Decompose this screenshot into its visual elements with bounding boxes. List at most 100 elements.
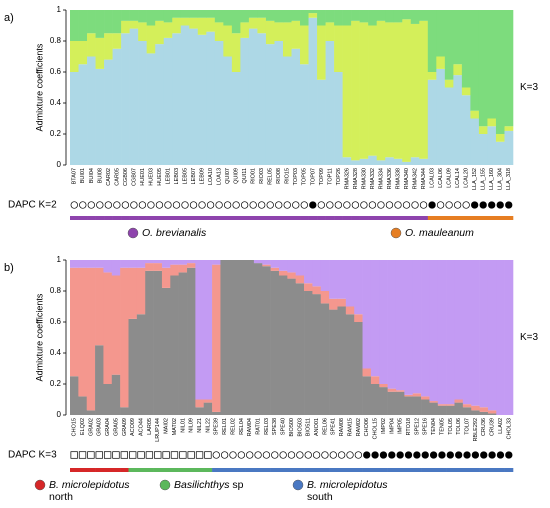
bar-segment bbox=[359, 22, 369, 159]
y-tick-label: 0 bbox=[57, 160, 62, 169]
group-bar bbox=[257, 216, 267, 220]
x-tick-label: IMP02 bbox=[381, 418, 387, 434]
bar-segment bbox=[410, 23, 420, 158]
group-bar bbox=[419, 216, 429, 220]
bar-segment bbox=[178, 260, 188, 265]
bar-segment bbox=[70, 267, 79, 377]
bar-segment bbox=[412, 393, 422, 397]
x-tick-label: GRA04 bbox=[105, 418, 111, 436]
bar-segment bbox=[329, 309, 338, 415]
group-bar bbox=[320, 468, 330, 472]
bar-segment bbox=[128, 318, 138, 415]
x-tick-label: RTO18 bbox=[406, 418, 412, 436]
bar-segment bbox=[153, 270, 163, 415]
bar-segment bbox=[471, 410, 480, 415]
dapc-symbol bbox=[471, 451, 480, 459]
dapc-symbol bbox=[368, 201, 377, 209]
dapc-symbol bbox=[172, 201, 181, 209]
bar-segment bbox=[437, 260, 447, 405]
bar-segment bbox=[212, 260, 221, 265]
bar-segment bbox=[504, 10, 514, 127]
dapc-symbol bbox=[232, 201, 240, 209]
bar-segment bbox=[393, 22, 403, 159]
group-bar bbox=[437, 468, 447, 472]
dapc-symbol bbox=[212, 451, 220, 459]
bar-segment bbox=[320, 260, 330, 291]
x-tick-label: ANO01 bbox=[314, 418, 320, 436]
dapc-symbol bbox=[179, 451, 187, 459]
dapc-symbol bbox=[338, 451, 346, 459]
dapc-symbol bbox=[413, 451, 421, 459]
bar-segment bbox=[312, 286, 322, 295]
bar-segment bbox=[87, 10, 96, 34]
bar-segment bbox=[354, 322, 363, 415]
x-tick-label: LLA_304 bbox=[498, 168, 504, 190]
group-bar bbox=[220, 468, 230, 472]
bar-segment bbox=[214, 10, 224, 23]
y-axis-label: Admixture coefficients bbox=[34, 43, 44, 131]
x-tick-label: QUI09 bbox=[234, 168, 240, 184]
x-tick-label: RMA344 bbox=[421, 168, 427, 189]
x-tick-label: TOP26 bbox=[336, 168, 342, 185]
group-bar bbox=[129, 216, 139, 220]
bar-segment bbox=[111, 260, 121, 276]
group-bar bbox=[223, 216, 233, 220]
bar-segment bbox=[351, 20, 360, 161]
group-bar bbox=[412, 468, 422, 472]
x-tick-label: LLA_318 bbox=[506, 168, 512, 190]
dapc-symbol bbox=[446, 451, 454, 459]
bar-segment bbox=[153, 263, 163, 271]
bar-segment bbox=[103, 272, 113, 384]
group-bar bbox=[214, 216, 224, 220]
bar-segment bbox=[334, 72, 343, 165]
dapc-symbol bbox=[317, 201, 325, 209]
bar-segment bbox=[129, 10, 139, 21]
bar-segment bbox=[231, 10, 241, 34]
bar-segment bbox=[170, 260, 179, 265]
bar-segment bbox=[223, 25, 233, 57]
dapc-symbol bbox=[87, 201, 95, 209]
x-tick-label: RMA340 bbox=[404, 168, 410, 189]
bar-segment bbox=[412, 260, 422, 394]
bar-segment bbox=[138, 10, 147, 23]
x-tick-label: LLA_155 bbox=[481, 168, 487, 190]
dapc-symbol bbox=[283, 201, 291, 209]
bar-segment bbox=[304, 291, 313, 415]
x-tick-label: RAM08 bbox=[339, 418, 345, 436]
bar-segment bbox=[203, 399, 213, 403]
group-bar bbox=[203, 468, 213, 472]
dapc-symbol bbox=[404, 451, 413, 459]
bar-segment bbox=[262, 264, 271, 267]
dapc-symbol bbox=[220, 451, 229, 459]
x-tick-label: RAM04 bbox=[247, 418, 253, 436]
group-bar bbox=[146, 216, 156, 220]
bar-segment bbox=[206, 17, 216, 32]
group-bar bbox=[454, 468, 464, 472]
bar-segment bbox=[195, 260, 205, 400]
x-tick-label: TEN05 bbox=[439, 418, 445, 435]
bar-segment bbox=[320, 291, 330, 304]
x-tick-label: CRU36 bbox=[481, 418, 487, 436]
dapc-symbol bbox=[453, 201, 462, 209]
group-bar bbox=[128, 468, 138, 472]
dapc-symbol bbox=[195, 451, 204, 459]
bar-segment bbox=[295, 275, 305, 284]
x-tick-label: RIO01 bbox=[251, 168, 257, 184]
bar-segment bbox=[189, 28, 199, 165]
x-tick-label: RAM02 bbox=[356, 418, 362, 436]
bar-segment bbox=[453, 10, 463, 65]
bar-segment bbox=[155, 44, 165, 165]
bar-segment bbox=[337, 298, 347, 307]
bar-segment bbox=[376, 20, 386, 161]
bar-segment bbox=[404, 394, 413, 397]
group-bar bbox=[410, 216, 420, 220]
x-tick-label: RMA326 bbox=[344, 168, 350, 189]
k-label: K=3 bbox=[520, 82, 539, 93]
bar-segment bbox=[470, 10, 480, 111]
bar-segment bbox=[370, 384, 380, 415]
bar-segment bbox=[220, 260, 230, 415]
dapc-symbol bbox=[379, 451, 388, 459]
bar-segment bbox=[354, 314, 363, 322]
bar-segment bbox=[462, 407, 472, 415]
